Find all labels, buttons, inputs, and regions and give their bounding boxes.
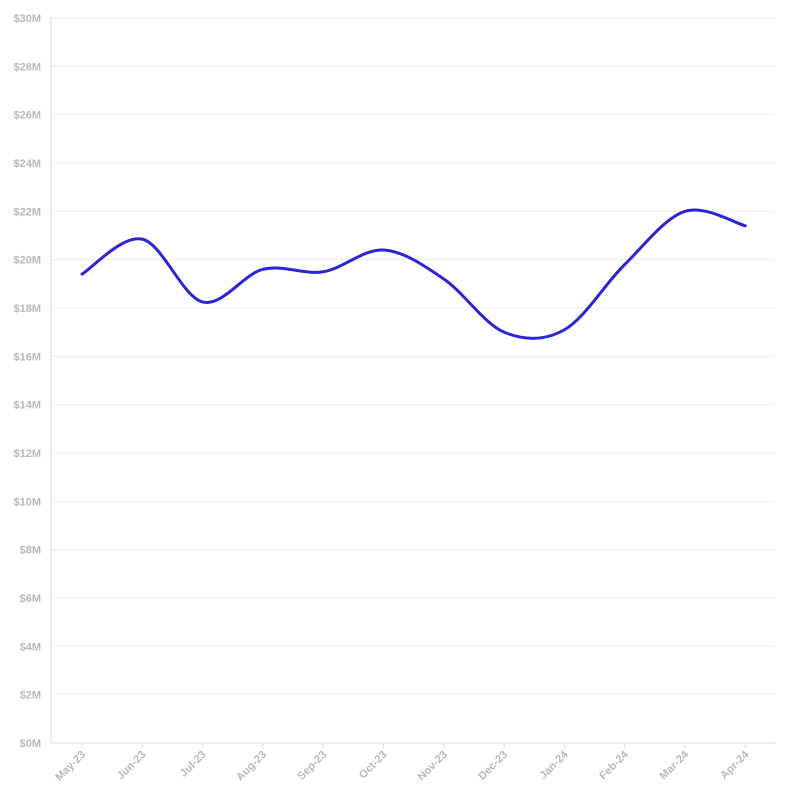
x-tick-label: Jul-23 xyxy=(178,749,209,780)
x-tick-label: Dec-23 xyxy=(476,749,510,783)
y-tick-label: $18M xyxy=(13,303,41,315)
y-tick-label: $26M xyxy=(13,110,41,122)
series xyxy=(80,208,747,340)
x-tick-label: Mar-24 xyxy=(658,748,692,782)
y-tick-label: $0M xyxy=(20,738,41,750)
y-tick-label: $10M xyxy=(13,496,41,508)
x-tick-label: Feb-24 xyxy=(597,748,631,782)
y-tick-label: $12M xyxy=(13,448,41,460)
x-axis-ticks: May-23 Jun-23 Jul-23 Aug-23 Sep-23 Oct-23 Nov-… xyxy=(53,743,752,783)
y-tick-label: $28M xyxy=(13,61,41,73)
y-tick-label: $4M xyxy=(20,641,41,653)
x-tick-label: Sep-23 xyxy=(295,749,329,783)
x-tick-label: Jun-23 xyxy=(115,749,149,783)
y-tick-label: $8M xyxy=(20,545,41,557)
x-tick-label: May-23 xyxy=(53,749,88,784)
y-axis-ticks: $0M $2M $4M $6M $8M $10M $12M $14M $16M $18M $20M $… xyxy=(13,13,41,750)
gridlines xyxy=(51,17,775,696)
axes xyxy=(50,17,775,744)
y-tick-label: $14M xyxy=(13,400,41,412)
x-tick-label: Oct-23 xyxy=(357,749,390,782)
y-tick-label: $16M xyxy=(13,351,41,363)
x-tick-label: Apr-24 xyxy=(718,748,752,782)
y-tick-label: $20M xyxy=(13,255,41,267)
x-tick-label: Nov-23 xyxy=(415,749,449,783)
y-tick-label: $6M xyxy=(20,593,41,605)
y-tick-label: $24M xyxy=(13,158,41,170)
series-line xyxy=(80,208,747,340)
x-tick-label: Jan-24 xyxy=(537,748,571,782)
y-tick-label: $2M xyxy=(20,690,41,702)
y-tick-label: $30M xyxy=(13,13,41,25)
x-tick-label: Aug-23 xyxy=(234,749,269,784)
y-tick-label: $22M xyxy=(13,206,41,218)
